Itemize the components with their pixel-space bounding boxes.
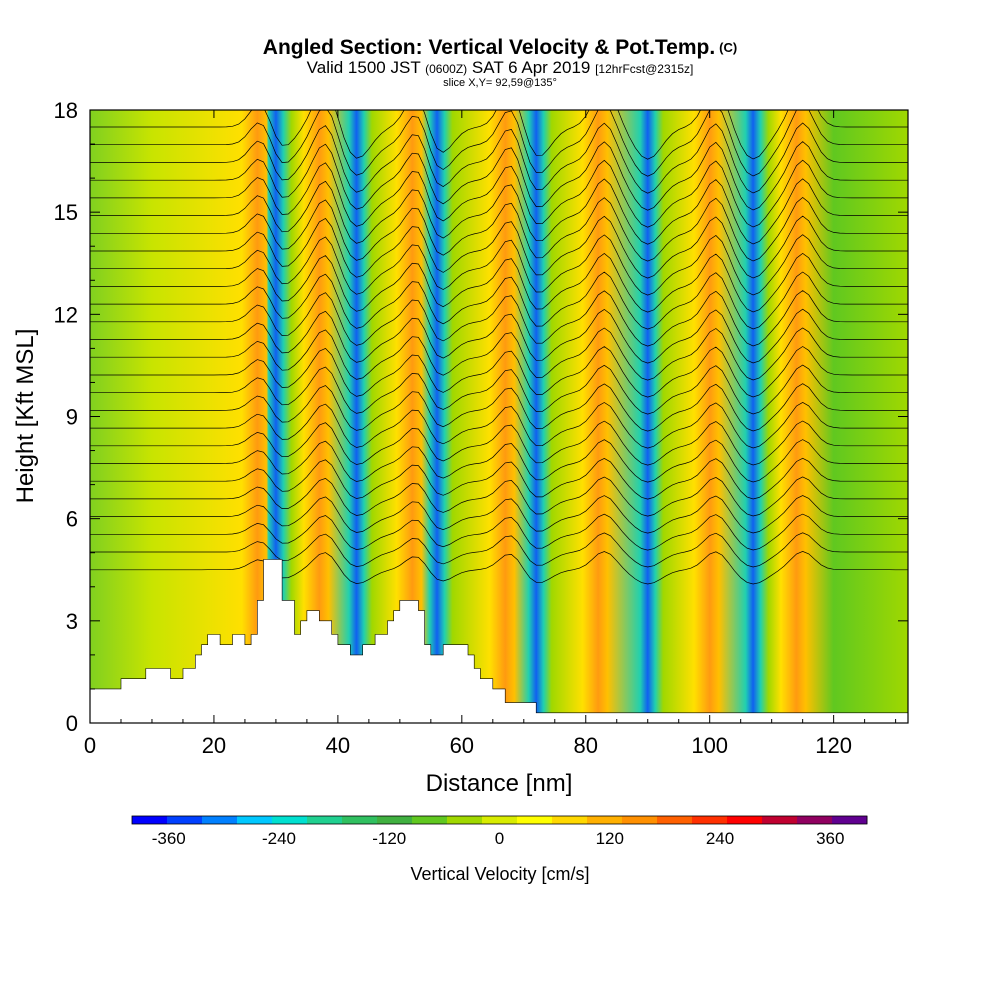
colorbar-swatch (797, 816, 833, 824)
x-tick-label: 120 (815, 733, 852, 758)
theta-contour (90, 308, 908, 364)
theta-contour (90, 327, 908, 381)
colorbar-swatch (447, 816, 483, 824)
theta-contour (90, 457, 908, 500)
chart-subtitle: Valid 1500 JST (0600Z) SAT 6 Apr 2019 [1… (0, 58, 1000, 79)
x-tick-label: 40 (326, 733, 350, 758)
velocity-field (90, 110, 908, 723)
colorbar-swatch (132, 816, 168, 824)
colorbar-swatch (342, 816, 378, 824)
colorbar-swatch (272, 816, 308, 824)
theta-contour (90, 401, 908, 449)
theta-contour (90, 110, 908, 160)
x-tick-label: 100 (691, 733, 728, 758)
y-axis: 0 3 6 9 12 15 18 (54, 98, 908, 736)
chart-title: Angled Section: Vertical Velocity & Pot.… (0, 36, 1000, 60)
x-tick-label: 80 (574, 733, 598, 758)
colorbar-frame (131, 815, 868, 825)
colorbar-swatch (307, 816, 343, 824)
theta-contour (90, 364, 908, 415)
theta-contour (90, 252, 908, 313)
subtitle-valid: Valid 1500 JST (306, 58, 421, 77)
x-tick-label: 60 (450, 733, 474, 758)
colorbar-tick-label: -240 (262, 829, 296, 848)
theta-contour (90, 234, 908, 296)
theta-contour (90, 513, 908, 551)
colorbar-swatch (727, 816, 763, 824)
theta-contour (90, 141, 908, 211)
colorbar-swatch (202, 816, 238, 824)
y-tick-label: 6 (66, 507, 78, 532)
title-unit: (C) (719, 40, 738, 55)
theta-contour (90, 420, 908, 466)
theta-contours (90, 110, 908, 585)
colorbar-label: Vertical Velocity [cm/s] (410, 864, 589, 884)
colorbar-swatch (412, 816, 448, 824)
y-tick-label: 15 (54, 200, 78, 225)
y-axis-label: Height [Kft MSL] (12, 329, 39, 504)
theta-contour (90, 383, 908, 432)
colorbar-swatch (237, 816, 273, 824)
colorbar-tick-label: -360 (152, 829, 186, 848)
theta-contour (90, 346, 908, 398)
x-tick-label: 0 (84, 733, 96, 758)
colorbar-swatch (167, 816, 203, 824)
colorbar-swatch (657, 816, 693, 824)
theta-contour (90, 495, 908, 534)
theta-contour (90, 271, 908, 330)
theta-contour (90, 476, 908, 517)
y-tick-label: 12 (54, 302, 78, 327)
title-text: Angled Section: Vertical Velocity & Pot.… (262, 36, 716, 59)
theta-contour (90, 178, 908, 245)
colorbar-tick-label: 0 (495, 829, 504, 848)
colorbar: -360 -240 -120 0 120 240 360 (131, 815, 868, 848)
colorbar-swatch (622, 816, 658, 824)
theta-contour (90, 215, 908, 279)
theta-contour (90, 439, 908, 483)
theta-contour (90, 532, 908, 568)
plot-area (90, 110, 908, 723)
terrain (90, 559, 908, 723)
theta-contour (90, 197, 908, 262)
colorbar-swatch (692, 816, 728, 824)
x-tick-label: 20 (202, 733, 226, 758)
colorbar-swatch (832, 816, 868, 824)
y-tick-label: 9 (66, 405, 78, 430)
y-tick-label: 3 (66, 609, 78, 634)
theta-contour (90, 290, 908, 347)
subtitle-forecast: [12hrFcst@2315z] (595, 62, 694, 76)
theta-contour (90, 159, 908, 228)
y-tick-label: 18 (54, 98, 78, 123)
theta-contour (90, 551, 908, 585)
colorbar-tick-label: 240 (706, 829, 734, 848)
colorbar-tick-label: 120 (596, 829, 624, 848)
colorbar-swatch (482, 816, 518, 824)
x-axis: 0 20 40 60 80 100 120 (84, 110, 897, 758)
colorbar-swatch (377, 816, 413, 824)
theta-contour (90, 122, 908, 194)
colorbar-tick-label: -120 (372, 829, 406, 848)
subtitle-date: SAT 6 Apr 2019 (471, 58, 591, 77)
colorbar-swatch (587, 816, 623, 824)
colorbar-swatch (552, 816, 588, 824)
theta-contour (90, 110, 908, 177)
y-tick-label: 0 (66, 711, 78, 736)
x-axis-label: Distance [nm] (426, 770, 573, 797)
colorbar-tick-label: 360 (816, 829, 844, 848)
colorbar-swatch (762, 816, 798, 824)
subtitle-utc: (0600Z) (425, 62, 468, 76)
slice-info: slice X,Y= 92,59@135° (443, 77, 557, 89)
colorbar-swatch (517, 816, 553, 824)
